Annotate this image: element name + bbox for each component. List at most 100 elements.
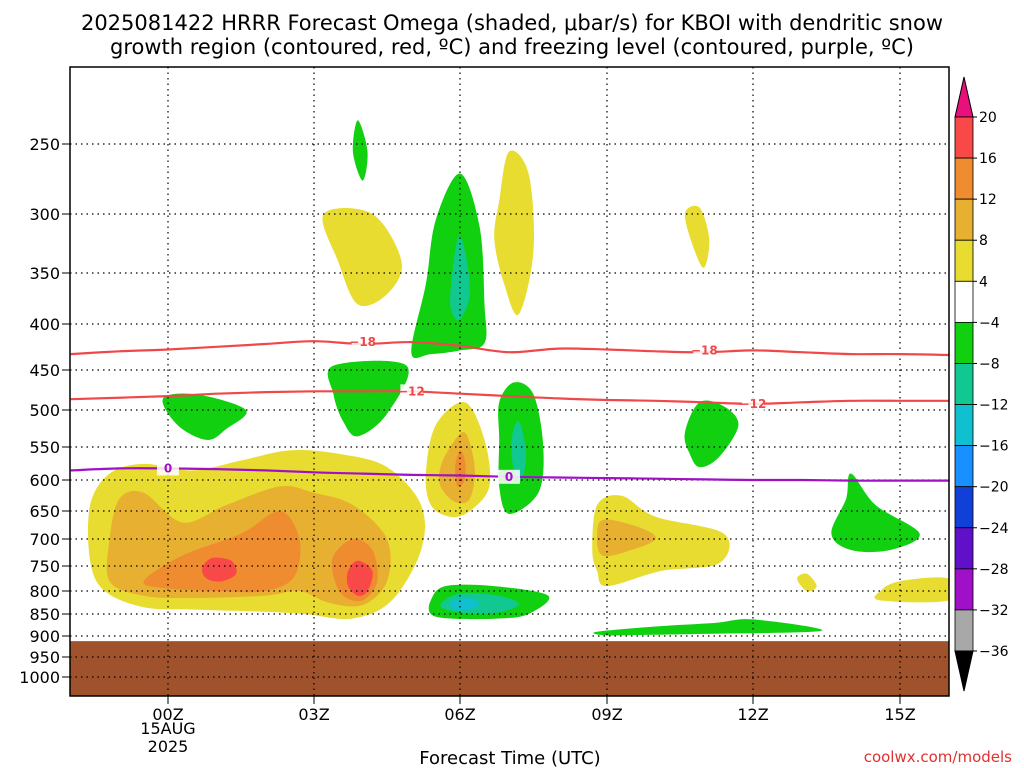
omega-region-13: [596, 519, 656, 557]
colorbar-swatch-8: [954, 445, 974, 488]
omega-region-23: [684, 400, 739, 468]
colorbar-label-4: 4: [979, 274, 988, 290]
omega-region-18: [450, 236, 470, 321]
omega-region-27: [449, 598, 480, 611]
omega-region-17: [411, 173, 487, 359]
contour-label-1-0: 0: [164, 461, 172, 475]
colorbar-label-7: −12: [979, 398, 1009, 414]
colorbar: 20 16 12 8 4 −4 −8 −12 −16 −20 −24 −28 −32 −36: [954, 76, 1009, 692]
omega-region-20: [162, 393, 247, 440]
contour-label-bg-0-1: [693, 343, 716, 358]
colorbar-swatch-4: [954, 280, 974, 323]
chart-title-line-1: 2025081422 HRRR Forecast Omega (shaded, …: [81, 11, 943, 35]
colorbar-label-1: 16: [979, 151, 997, 167]
contour-label-bg-1-1: [498, 469, 520, 484]
colorbar-swatch-9: [954, 486, 974, 529]
y-tick-label-550: 550: [29, 438, 60, 457]
omega-region-28: [593, 619, 823, 636]
contour-label-bg-0-2: [400, 384, 423, 399]
omega-region-16: [352, 120, 368, 181]
colorbar-label-6: −8: [979, 356, 1000, 372]
y-tick-label-300: 300: [29, 205, 60, 224]
omega-region-14: [797, 573, 817, 592]
colorbar-swatch-7: [954, 404, 974, 447]
y-tick-label-250: 250: [29, 135, 60, 154]
pressure-grid: [70, 67, 949, 696]
omega-region-22: [511, 421, 527, 481]
credit-text: coolwx.com/models: [864, 748, 1012, 766]
omega-region-12: [592, 495, 730, 587]
x-date-line-2: 2025: [148, 737, 189, 756]
contour-label-bg-0-3: [742, 396, 764, 411]
contour-label-0-0: −18: [349, 335, 376, 349]
colorbar-swatch-1: [954, 157, 974, 200]
x-date-line-1: 15AUG: [140, 719, 195, 738]
x-axis-title: Forecast Time (UTC): [419, 748, 600, 768]
y-tick-label-700: 700: [29, 530, 60, 549]
x-tick-label-0: 00Z: [152, 705, 183, 724]
contour-label-1-1: 0: [505, 470, 513, 484]
colorbar-label-12: −32: [979, 603, 1009, 619]
x-tick-label-1: 03Z: [298, 705, 329, 724]
y-tick-label-600: 600: [29, 471, 60, 490]
contour-label-0-3: −12: [740, 397, 767, 411]
y-tick-label-1000: 1000: [19, 668, 60, 687]
y-tick-label-950: 950: [29, 648, 60, 667]
contour-line-s0-c0: [70, 340, 949, 357]
contour-lines: −18 −18 −12 −12 0 0: [70, 335, 949, 484]
y-tick-label-650: 650: [29, 502, 60, 521]
colorbar-label-5: −4: [979, 315, 1000, 331]
x-tick-label-2: 06Z: [444, 705, 475, 724]
colorbar-label-11: −28: [979, 562, 1009, 578]
y-tick-label-750: 750: [29, 557, 60, 576]
colorbar-label-8: −16: [979, 439, 1009, 455]
omega-region-4: [201, 557, 237, 582]
y-axis: 250 300 350 400 450 500 550 600 650 700 750 800 850 9…: [19, 135, 70, 687]
y-tick-label-850: 850: [29, 605, 60, 624]
omega-region-24: [831, 473, 920, 553]
y-tick-label-400: 400: [29, 315, 60, 334]
contour-line-s0-c1: [70, 390, 949, 406]
colorbar-label-10: −24: [979, 521, 1009, 537]
omega-region-11: [684, 205, 710, 268]
colorbar-swatch-11: [954, 568, 974, 611]
omega-region-19: [327, 360, 409, 437]
y-tick-label-450: 450: [29, 361, 60, 380]
plot-frame: [69, 66, 950, 697]
colorbar-label-3: 8: [979, 233, 988, 249]
x-tick-label-5: 15Z: [884, 705, 915, 724]
colorbar-swatch-3: [954, 239, 974, 282]
colorbar-bottom-arrow: [954, 650, 974, 692]
contour-label-bg-0-0: [351, 335, 374, 350]
colorbar-label-2: 12: [979, 192, 997, 208]
colorbar-swatch-2: [954, 198, 974, 241]
y-tick-label-350: 350: [29, 264, 60, 283]
y-tick-label-500: 500: [29, 401, 60, 420]
y-tick-label-800: 800: [29, 582, 60, 601]
colorbar-label-9: −20: [979, 480, 1009, 496]
x-tick-label-4: 12Z: [737, 705, 768, 724]
omega-region-10: [494, 150, 535, 316]
colorbar-swatch-5: [954, 321, 974, 364]
chart-title-line-2: growth region (contoured, red, ºC) and f…: [110, 35, 914, 59]
omega-shading: [87, 120, 949, 636]
colorbar-swatch-10: [954, 527, 974, 570]
colorbar-label-0: 20: [979, 110, 997, 126]
colorbar-label-13: −36: [979, 644, 1009, 660]
colorbar-swatch-12: [954, 609, 974, 652]
omega-region-2: [143, 510, 301, 593]
y-tick-label-900: 900: [29, 627, 60, 646]
colorbar-swatch-0: [954, 116, 974, 159]
contour-label-0-2: −12: [398, 384, 425, 398]
omega-region-5: [346, 560, 373, 596]
plot-area: −18 −18 −12 −12 0 0: [70, 67, 949, 696]
x-axis: 00Z 03Z 06Z 09Z 12Z 15Z: [152, 696, 916, 724]
colorbar-swatch-6: [954, 363, 974, 405]
omega-region-15: [874, 577, 949, 603]
omega-region-9: [322, 208, 402, 307]
terrain-fill: [70, 641, 949, 696]
x-tick-label-3: 09Z: [591, 705, 622, 724]
contour-label-bg-1-0: [157, 461, 179, 476]
contour-label-0-1: −18: [691, 343, 718, 357]
